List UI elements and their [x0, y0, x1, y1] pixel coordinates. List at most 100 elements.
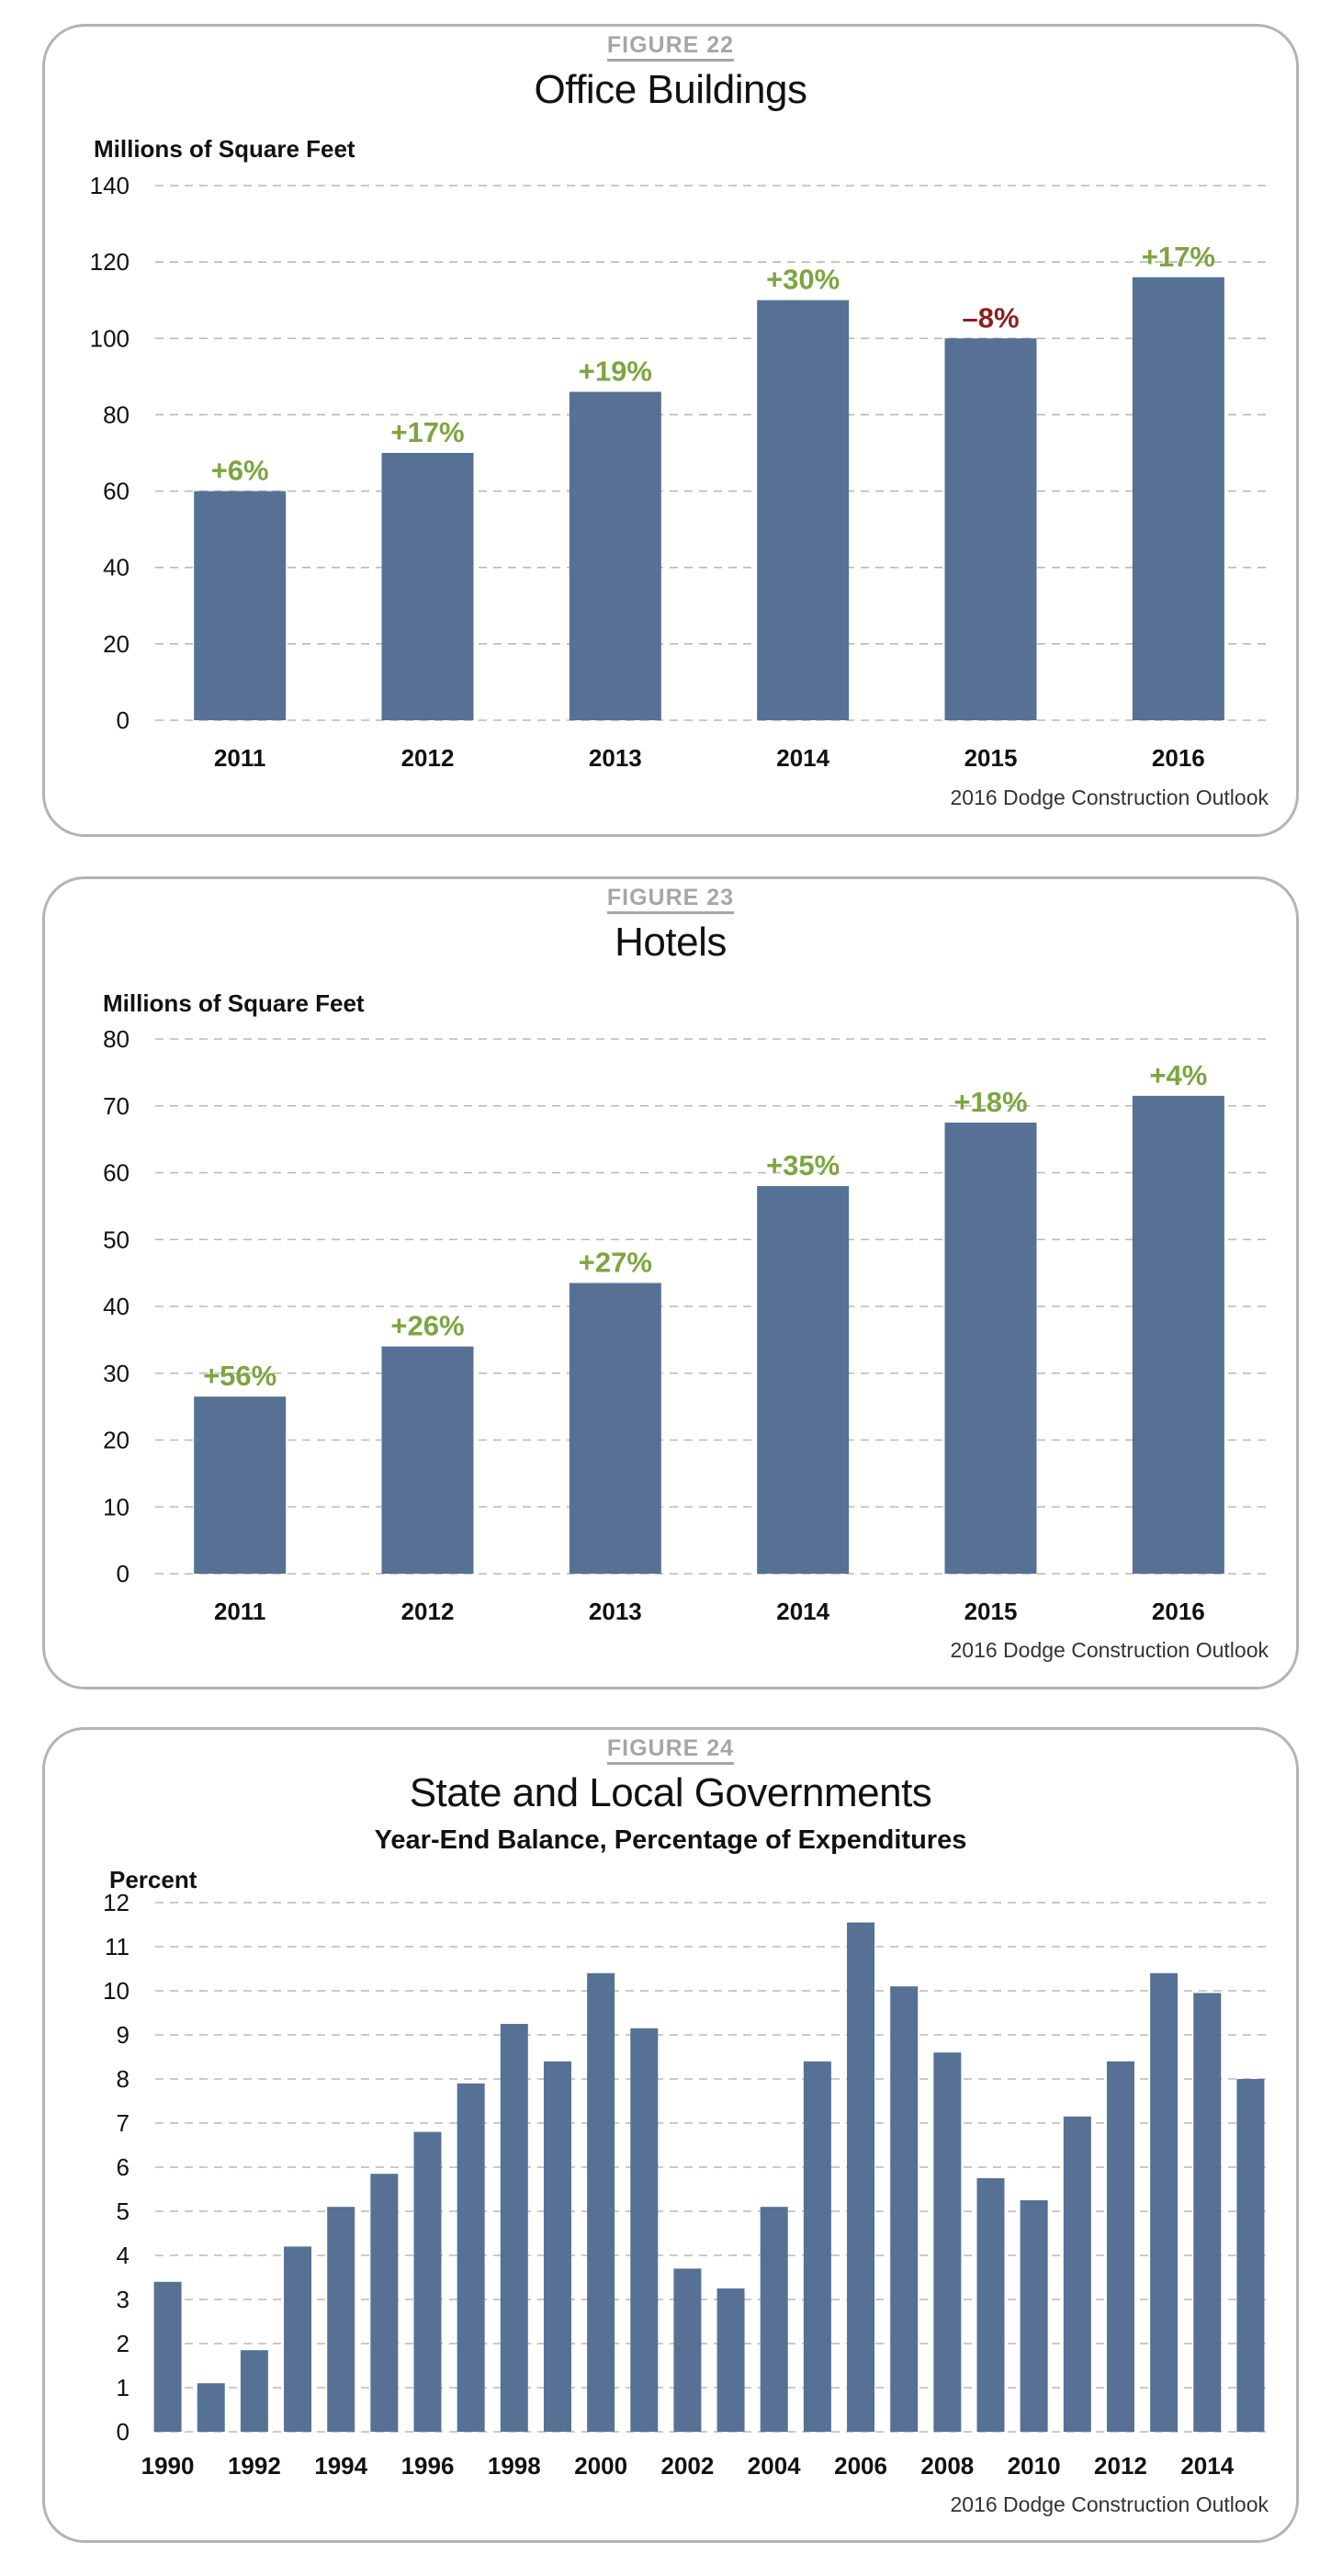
office-buildings-bar-chart: 0 20 40 60 80 100 120 140 +6% 2011 +17% 2012 +19% 201… — [90, 172, 1272, 772]
data-label: +19% — [579, 355, 652, 387]
bar-2001 — [630, 2028, 659, 2432]
x-tick-label: 2015 — [964, 744, 1018, 772]
data-label: +4% — [1149, 1059, 1207, 1091]
y-tick-label: 60 — [103, 1159, 130, 1187]
bar-2007 — [890, 1986, 919, 2432]
data-label: +30% — [766, 264, 840, 296]
x-tick-label: 2012 — [401, 744, 455, 772]
y-tick-label: 1 — [117, 2374, 130, 2401]
figure-24-panel: FIGURE 24 State and Local Governments Ye… — [42, 1727, 1299, 2543]
data-label: +35% — [766, 1149, 840, 1181]
bar-2012 — [381, 453, 474, 720]
bar-1995 — [370, 2174, 399, 2432]
bar-2011 — [194, 1396, 287, 1574]
y-tick-label: 30 — [103, 1360, 130, 1387]
bar-1999 — [543, 2061, 571, 2432]
y-tick-label: 40 — [103, 554, 130, 582]
bar-1990 — [153, 2281, 182, 2432]
bar-2011 — [1063, 2116, 1091, 2432]
x-tick-label: 2013 — [589, 744, 642, 772]
x-tick-label: 2014 — [776, 744, 829, 772]
x-tick-label: 1998 — [488, 2452, 541, 2480]
data-label: +26% — [390, 1310, 464, 1342]
y-tick-label: 11 — [105, 1933, 130, 1960]
y-tick-label: 0 — [117, 706, 130, 734]
bar-2003 — [716, 2288, 745, 2432]
bar-1993 — [284, 2246, 312, 2432]
bar-2015 — [944, 1122, 1037, 1574]
bar-2008 — [933, 2052, 962, 2432]
bar-2012 — [381, 1346, 474, 1574]
source-note: 2016 Dodge Construction Outlook — [950, 785, 1269, 809]
bar-1992 — [240, 2350, 268, 2432]
y-tick-label: 3 — [117, 2286, 130, 2313]
bar-2005 — [803, 2061, 831, 2432]
x-tick-label: 2002 — [661, 2452, 715, 2480]
bar-2015 — [1236, 2079, 1265, 2432]
bar-2006 — [847, 1922, 875, 2432]
data-label: +17% — [1142, 241, 1215, 273]
chart-title: Office Buildings — [534, 67, 807, 112]
y-tick-label: 80 — [103, 1025, 130, 1053]
y-tick-label: 6 — [117, 2153, 130, 2181]
bar-2014 — [1193, 1993, 1222, 2432]
bar-2013 — [569, 391, 661, 720]
x-tick-label: 2016 — [1152, 744, 1205, 772]
y-tick-label: 0 — [117, 2418, 130, 2446]
x-tick-label: 2012 — [401, 1598, 455, 1625]
bar-1998 — [500, 2024, 528, 2432]
y-tick-label: 40 — [103, 1293, 130, 1320]
y-tick-label: 7 — [117, 2109, 130, 2137]
bar-2015 — [944, 338, 1037, 720]
bar-2014 — [757, 1186, 850, 1574]
y-tick-label: 4 — [117, 2242, 130, 2269]
y-tick-label: 60 — [103, 478, 130, 505]
source-note: 2016 Dodge Construction Outlook — [950, 1638, 1269, 1662]
bar-2013 — [569, 1282, 661, 1574]
y-tick-label: 8 — [117, 2065, 130, 2093]
y-tick-label: 70 — [103, 1092, 130, 1120]
bar-1994 — [327, 2207, 355, 2432]
x-tick-label: 2012 — [1094, 2452, 1147, 2480]
x-tick-label: 2014 — [1180, 2452, 1234, 2480]
bar-2004 — [760, 2207, 788, 2432]
x-tick-label: 1990 — [141, 2452, 195, 2480]
x-tick-label: 1996 — [401, 2452, 455, 2480]
bar-2011 — [194, 491, 287, 720]
y-tick-label: 20 — [103, 630, 130, 658]
x-tick-label: 2014 — [776, 1598, 829, 1625]
x-tick-label: 1994 — [314, 2452, 367, 2480]
x-tick-label: 2011 — [214, 744, 265, 772]
bar-2009 — [976, 2178, 1005, 2432]
data-label: +17% — [390, 416, 464, 448]
bar-2002 — [673, 2268, 702, 2432]
figure-22-panel: FIGURE 22 Office Buildings Millions of S… — [42, 24, 1299, 837]
bar-1996 — [413, 2131, 442, 2432]
y-axis-label: Percent — [109, 1866, 197, 1893]
y-tick-label: 9 — [117, 2021, 130, 2049]
y-tick-label: 5 — [117, 2198, 130, 2225]
y-tick-label: 0 — [117, 1560, 130, 1587]
bar-2016 — [1132, 277, 1224, 720]
y-axis-label: Millions of Square Feet — [103, 989, 365, 1017]
bar-1997 — [457, 2083, 485, 2432]
data-label: +27% — [579, 1247, 652, 1279]
x-tick-label: 2015 — [964, 1598, 1018, 1625]
figure-23-panel: FIGURE 23 Hotels Millions of Square Feet… — [42, 876, 1299, 1689]
bar-2014 — [757, 299, 850, 720]
y-tick-label: 120 — [90, 248, 130, 276]
data-label: –8% — [962, 301, 1019, 333]
x-tick-label: 2006 — [834, 2452, 887, 2480]
x-tick-label: 2000 — [574, 2452, 627, 2480]
bar-2000 — [587, 1972, 615, 2432]
data-label: +56% — [203, 1360, 276, 1392]
x-tick-label: 1992 — [228, 2452, 281, 2480]
bar-2010 — [1020, 2200, 1048, 2432]
y-tick-label: 10 — [103, 1493, 130, 1520]
x-tick-label: 2010 — [1008, 2452, 1061, 2480]
figure-label: FIGURE 22 — [45, 32, 1296, 62]
bar-2013 — [1150, 1972, 1179, 2432]
bar-1991 — [197, 2383, 225, 2432]
y-tick-label: 50 — [103, 1226, 130, 1253]
